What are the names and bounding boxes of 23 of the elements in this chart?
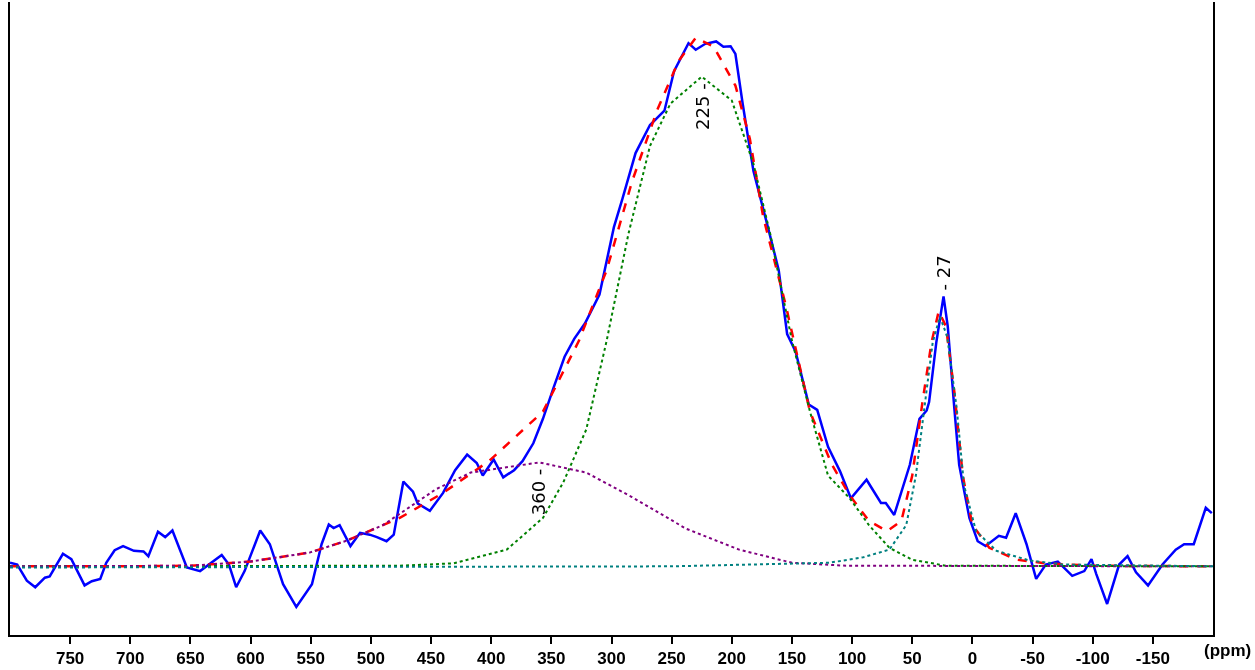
x-tick-label: 650 xyxy=(176,649,205,669)
x-tick-label: 700 xyxy=(116,649,145,669)
x-tick-label: 250 xyxy=(657,649,686,669)
x-tick-label: 300 xyxy=(597,649,626,669)
annotation: 225 - xyxy=(691,83,713,130)
x-tick-label: 600 xyxy=(236,649,265,669)
annotation: - 27 xyxy=(932,255,954,291)
x-tick-label: 550 xyxy=(296,649,325,669)
x-tick-label: 100 xyxy=(837,649,867,669)
x-tick-label: -50 xyxy=(1020,649,1045,669)
x-tick-label: 500 xyxy=(356,649,386,669)
x-tick-label: 50 xyxy=(902,649,922,669)
x-tick-label: -100 xyxy=(1075,649,1110,669)
x-tick-label: 400 xyxy=(477,649,506,669)
x-tick-label: 350 xyxy=(537,649,566,669)
x-tick-label: 150 xyxy=(777,649,807,669)
x-axis-title: (ppm) xyxy=(1204,641,1252,660)
x-tick-label: 0 xyxy=(967,649,978,669)
x-tick-label: 450 xyxy=(416,649,446,669)
x-tick-label: 750 xyxy=(55,649,85,669)
x-tick-label: 200 xyxy=(717,649,746,669)
x-tick-label: -150 xyxy=(1135,649,1170,669)
annotation: 360 - xyxy=(528,468,550,516)
